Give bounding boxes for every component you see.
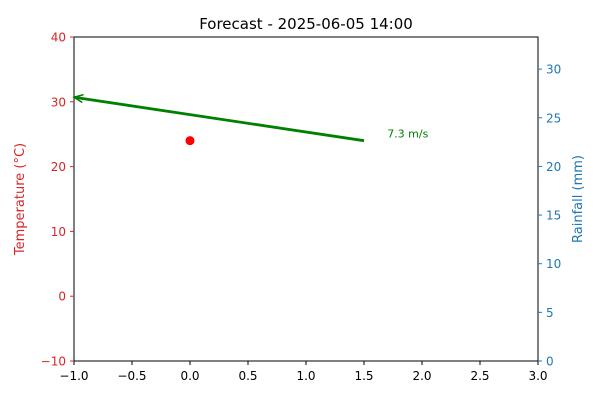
temperature-tick-label: 10: [51, 225, 66, 239]
rainfall-axis-label: Rainfall (mm): [571, 155, 586, 243]
temperature-axis-label: Temperature (°C): [13, 143, 28, 256]
x-tick-label: 1.0: [296, 369, 315, 383]
x-tick-label: −0.5: [117, 369, 146, 383]
temperature-tick-label: 20: [51, 160, 66, 174]
temperature-axis: −10 0 10 20 30 40: [41, 31, 74, 369]
x-axis: −1.0 −0.5 0.0 0.5 1.0 1.5 2.0 2.5 3.0: [59, 361, 548, 383]
x-tick-label: 1.5: [354, 369, 373, 383]
rainfall-tick-label: 25: [546, 111, 561, 125]
rainfall-axis: 0 5 10 15 20 25 30: [538, 63, 561, 369]
x-tick-label: 2.0: [412, 369, 431, 383]
x-tick-label: 3.0: [528, 369, 547, 383]
rainfall-tick-label: 30: [546, 63, 561, 77]
x-tick-label: 0.0: [180, 369, 199, 383]
x-tick-label: −1.0: [59, 369, 88, 383]
rainfall-tick-label: 15: [546, 209, 561, 223]
temperature-tick-label: 40: [51, 31, 66, 45]
plot-area: [73, 36, 539, 362]
x-tick-label: 0.5: [238, 369, 257, 383]
temperature-tick-label: −10: [41, 355, 66, 369]
rainfall-tick-label: 10: [546, 257, 561, 271]
chart-title: Forecast - 2025-06-05 14:00: [199, 15, 413, 33]
rainfall-tick-label: 20: [546, 160, 561, 174]
wind-arrow-shaft: [73, 95, 365, 143]
rainfall-tick-label: 5: [546, 306, 554, 320]
wind-speed-label: 7.3 m/s: [387, 128, 428, 141]
x-tick-label: 2.5: [470, 369, 489, 383]
rainfall-tick-label: 0: [546, 355, 554, 369]
data-marks: [72, 93, 365, 146]
temperature-tick-label: 0: [58, 290, 66, 304]
wind-arrow-head: [72, 93, 84, 104]
temperature-tick-label: 30: [51, 95, 66, 109]
temperature-point: [185, 136, 195, 146]
